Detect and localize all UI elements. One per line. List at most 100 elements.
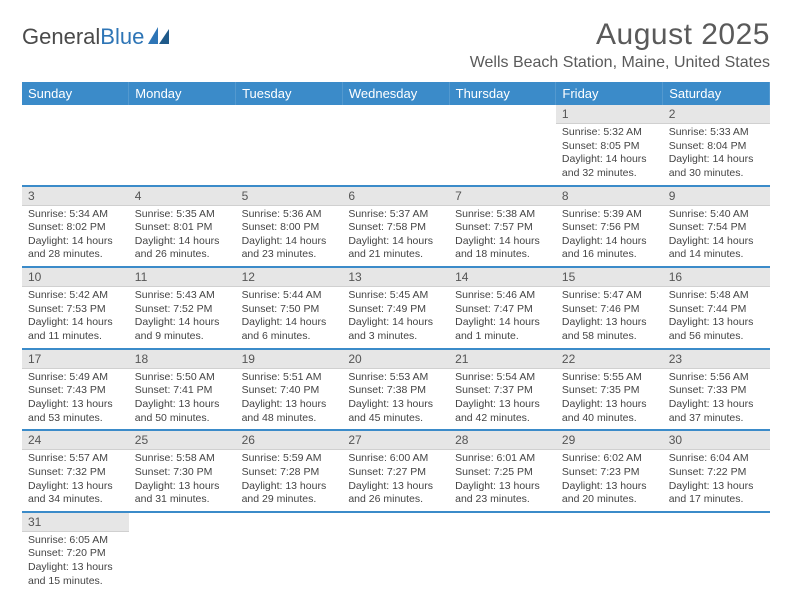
- daylight-text: Daylight: 14 hours and 3 minutes.: [348, 316, 443, 343]
- day-number: 31: [22, 513, 129, 532]
- daylight-text: Daylight: 13 hours and 40 minutes.: [562, 398, 657, 425]
- day-header-row: SundayMondayTuesdayWednesdayThursdayFrid…: [22, 82, 770, 105]
- day-details: Sunrise: 5:40 AMSunset: 7:54 PMDaylight:…: [663, 206, 770, 267]
- calendar-cell: 14Sunrise: 5:46 AMSunset: 7:47 PMDayligh…: [449, 267, 556, 349]
- logo-text-2: Blue: [100, 24, 144, 50]
- daylight-text: Daylight: 13 hours and 56 minutes.: [669, 316, 764, 343]
- day-details: Sunrise: 5:42 AMSunset: 7:53 PMDaylight:…: [22, 287, 129, 348]
- sunrise-text: Sunrise: 5:38 AM: [455, 208, 550, 222]
- day-details: Sunrise: 6:04 AMSunset: 7:22 PMDaylight:…: [663, 450, 770, 511]
- day-details: Sunrise: 5:46 AMSunset: 7:47 PMDaylight:…: [449, 287, 556, 348]
- day-number: 27: [342, 431, 449, 450]
- daylight-text: Daylight: 13 hours and 17 minutes.: [669, 480, 764, 507]
- day-details: Sunrise: 5:47 AMSunset: 7:46 PMDaylight:…: [556, 287, 663, 348]
- day-number: 18: [129, 350, 236, 369]
- sunset-text: Sunset: 7:27 PM: [348, 466, 443, 480]
- sunset-text: Sunset: 7:53 PM: [28, 303, 123, 317]
- sunset-text: Sunset: 7:20 PM: [28, 547, 123, 561]
- calendar-cell: 13Sunrise: 5:45 AMSunset: 7:49 PMDayligh…: [342, 267, 449, 349]
- day-number: 5: [236, 187, 343, 206]
- calendar-cell: 12Sunrise: 5:44 AMSunset: 7:50 PMDayligh…: [236, 267, 343, 349]
- calendar-cell: 26Sunrise: 5:59 AMSunset: 7:28 PMDayligh…: [236, 430, 343, 512]
- day-details: Sunrise: 5:59 AMSunset: 7:28 PMDaylight:…: [236, 450, 343, 511]
- day-number: 30: [663, 431, 770, 450]
- daylight-text: Daylight: 13 hours and 29 minutes.: [242, 480, 337, 507]
- sunrise-text: Sunrise: 5:59 AM: [242, 452, 337, 466]
- sunset-text: Sunset: 7:46 PM: [562, 303, 657, 317]
- day-number: 14: [449, 268, 556, 287]
- calendar-cell: [449, 512, 556, 593]
- day-details: Sunrise: 6:02 AMSunset: 7:23 PMDaylight:…: [556, 450, 663, 511]
- day-number: 4: [129, 187, 236, 206]
- sunrise-text: Sunrise: 5:51 AM: [242, 371, 337, 385]
- daylight-text: Daylight: 13 hours and 42 minutes.: [455, 398, 550, 425]
- day-number: 3: [22, 187, 129, 206]
- daylight-text: Daylight: 13 hours and 50 minutes.: [135, 398, 230, 425]
- daylight-text: Daylight: 14 hours and 9 minutes.: [135, 316, 230, 343]
- daylight-text: Daylight: 13 hours and 15 minutes.: [28, 561, 123, 588]
- sunrise-text: Sunrise: 5:34 AM: [28, 208, 123, 222]
- day-number: 10: [22, 268, 129, 287]
- calendar-cell: 10Sunrise: 5:42 AMSunset: 7:53 PMDayligh…: [22, 267, 129, 349]
- daylight-text: Daylight: 13 hours and 53 minutes.: [28, 398, 123, 425]
- sunset-text: Sunset: 7:35 PM: [562, 384, 657, 398]
- calendar-cell: 9Sunrise: 5:40 AMSunset: 7:54 PMDaylight…: [663, 186, 770, 268]
- sunrise-text: Sunrise: 5:50 AM: [135, 371, 230, 385]
- daylight-text: Daylight: 13 hours and 31 minutes.: [135, 480, 230, 507]
- day-details: Sunrise: 5:39 AMSunset: 7:56 PMDaylight:…: [556, 206, 663, 267]
- day-details: Sunrise: 5:49 AMSunset: 7:43 PMDaylight:…: [22, 369, 129, 430]
- daylight-text: Daylight: 14 hours and 26 minutes.: [135, 235, 230, 262]
- sunrise-text: Sunrise: 5:47 AM: [562, 289, 657, 303]
- sunrise-text: Sunrise: 5:33 AM: [669, 126, 764, 140]
- sunrise-text: Sunrise: 5:39 AM: [562, 208, 657, 222]
- day-number: 23: [663, 350, 770, 369]
- sunset-text: Sunset: 7:41 PM: [135, 384, 230, 398]
- day-number: 20: [342, 350, 449, 369]
- day-header: Saturday: [663, 82, 770, 105]
- day-details: Sunrise: 5:32 AMSunset: 8:05 PMDaylight:…: [556, 124, 663, 185]
- logo-text-1: General: [22, 24, 100, 50]
- sunset-text: Sunset: 8:05 PM: [562, 140, 657, 154]
- day-details: Sunrise: 5:33 AMSunset: 8:04 PMDaylight:…: [663, 124, 770, 185]
- day-number: 19: [236, 350, 343, 369]
- calendar-cell: 7Sunrise: 5:38 AMSunset: 7:57 PMDaylight…: [449, 186, 556, 268]
- calendar-cell: 23Sunrise: 5:56 AMSunset: 7:33 PMDayligh…: [663, 349, 770, 431]
- sunrise-text: Sunrise: 5:57 AM: [28, 452, 123, 466]
- day-number: 6: [342, 187, 449, 206]
- calendar-cell: 1Sunrise: 5:32 AMSunset: 8:05 PMDaylight…: [556, 105, 663, 186]
- day-details: Sunrise: 5:56 AMSunset: 7:33 PMDaylight:…: [663, 369, 770, 430]
- sunset-text: Sunset: 7:58 PM: [348, 221, 443, 235]
- sunset-text: Sunset: 7:38 PM: [348, 384, 443, 398]
- day-header: Wednesday: [342, 82, 449, 105]
- day-number: 22: [556, 350, 663, 369]
- day-header: Sunday: [22, 82, 129, 105]
- daylight-text: Daylight: 14 hours and 1 minute.: [455, 316, 550, 343]
- sunset-text: Sunset: 7:30 PM: [135, 466, 230, 480]
- sunrise-text: Sunrise: 5:58 AM: [135, 452, 230, 466]
- sunset-text: Sunset: 8:02 PM: [28, 221, 123, 235]
- day-number: 26: [236, 431, 343, 450]
- day-details: Sunrise: 5:54 AMSunset: 7:37 PMDaylight:…: [449, 369, 556, 430]
- day-header: Monday: [129, 82, 236, 105]
- daylight-text: Daylight: 14 hours and 28 minutes.: [28, 235, 123, 262]
- day-details: Sunrise: 5:55 AMSunset: 7:35 PMDaylight:…: [556, 369, 663, 430]
- calendar-cell: 3 Sunrise: 5:34 AMSunset: 8:02 PMDaylight…: [22, 186, 129, 268]
- day-number: 7: [449, 187, 556, 206]
- day-header: Friday: [556, 82, 663, 105]
- daylight-text: Daylight: 14 hours and 30 minutes.: [669, 153, 764, 180]
- daylight-text: Daylight: 14 hours and 32 minutes.: [562, 153, 657, 180]
- sunrise-text: Sunrise: 6:05 AM: [28, 534, 123, 548]
- day-number: 15: [556, 268, 663, 287]
- day-number: 21: [449, 350, 556, 369]
- sunset-text: Sunset: 7:40 PM: [242, 384, 337, 398]
- sunrise-text: Sunrise: 5:53 AM: [348, 371, 443, 385]
- calendar-row: 17Sunrise: 5:49 AMSunset: 7:43 PMDayligh…: [22, 349, 770, 431]
- calendar-cell: [129, 512, 236, 593]
- header: GeneralBlue August 2025 Wells Beach Stat…: [22, 18, 770, 72]
- daylight-text: Daylight: 14 hours and 11 minutes.: [28, 316, 123, 343]
- day-number: 9: [663, 187, 770, 206]
- calendar-cell: 29Sunrise: 6:02 AMSunset: 7:23 PMDayligh…: [556, 430, 663, 512]
- daylight-text: Daylight: 13 hours and 34 minutes.: [28, 480, 123, 507]
- calendar-cell: 4Sunrise: 5:35 AMSunset: 8:01 PMDaylight…: [129, 186, 236, 268]
- calendar-cell: 22Sunrise: 5:55 AMSunset: 7:35 PMDayligh…: [556, 349, 663, 431]
